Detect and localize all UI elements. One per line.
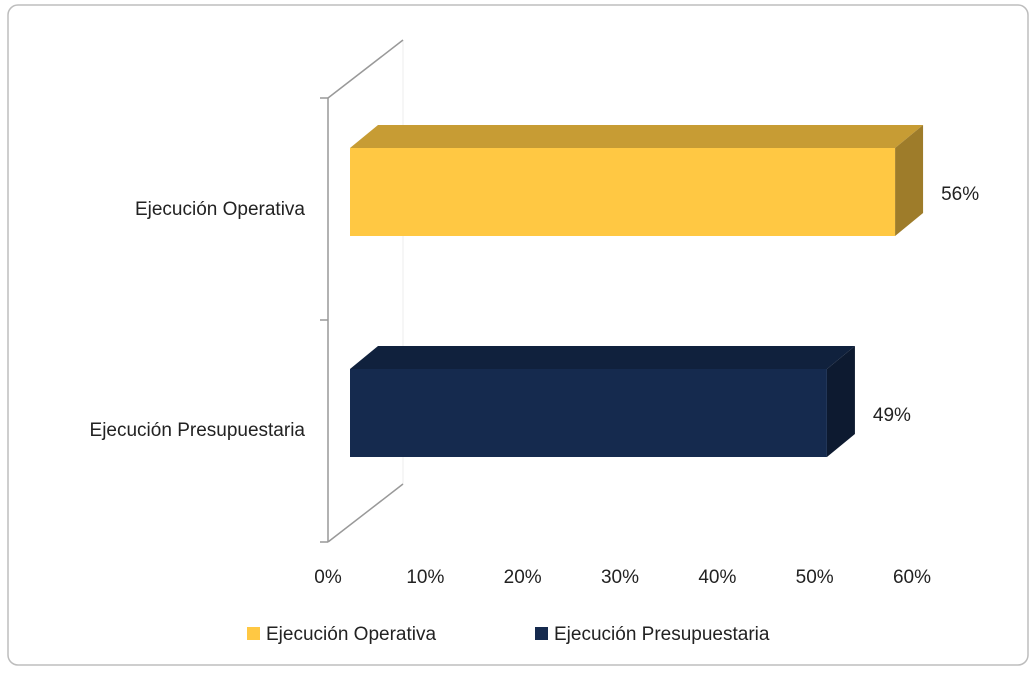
- x-tick-label: 20%: [504, 567, 542, 588]
- x-tick-label: 50%: [796, 567, 834, 588]
- chart-border: [7, 4, 1029, 666]
- x-tick-label: 0%: [314, 567, 342, 588]
- bar: [350, 369, 827, 457]
- bar-side: [895, 125, 924, 236]
- legend-swatch: [535, 627, 548, 640]
- legend-label: Ejecución Presupuestaria: [554, 624, 770, 645]
- x-tick-label: 30%: [601, 567, 639, 588]
- legend-swatch: [247, 627, 260, 640]
- bar-top: [350, 125, 924, 148]
- legend-label: Ejecución Operativa: [266, 624, 436, 645]
- x-tick-label: 60%: [893, 567, 931, 588]
- bar: [350, 148, 896, 236]
- y-tick-label: Ejecución Operativa: [135, 199, 305, 220]
- axis-depth-top: [327, 39, 404, 99]
- y-tick-label: Ejecución Presupuestaria: [90, 420, 306, 441]
- x-tick-label: 10%: [406, 567, 444, 588]
- x-tick-label: 40%: [698, 567, 736, 588]
- bar-side: [826, 346, 855, 457]
- bar-top: [350, 346, 855, 369]
- axis-depth-bottom: [327, 483, 404, 543]
- data-label: 56%: [941, 184, 979, 205]
- data-label: 49%: [873, 405, 911, 426]
